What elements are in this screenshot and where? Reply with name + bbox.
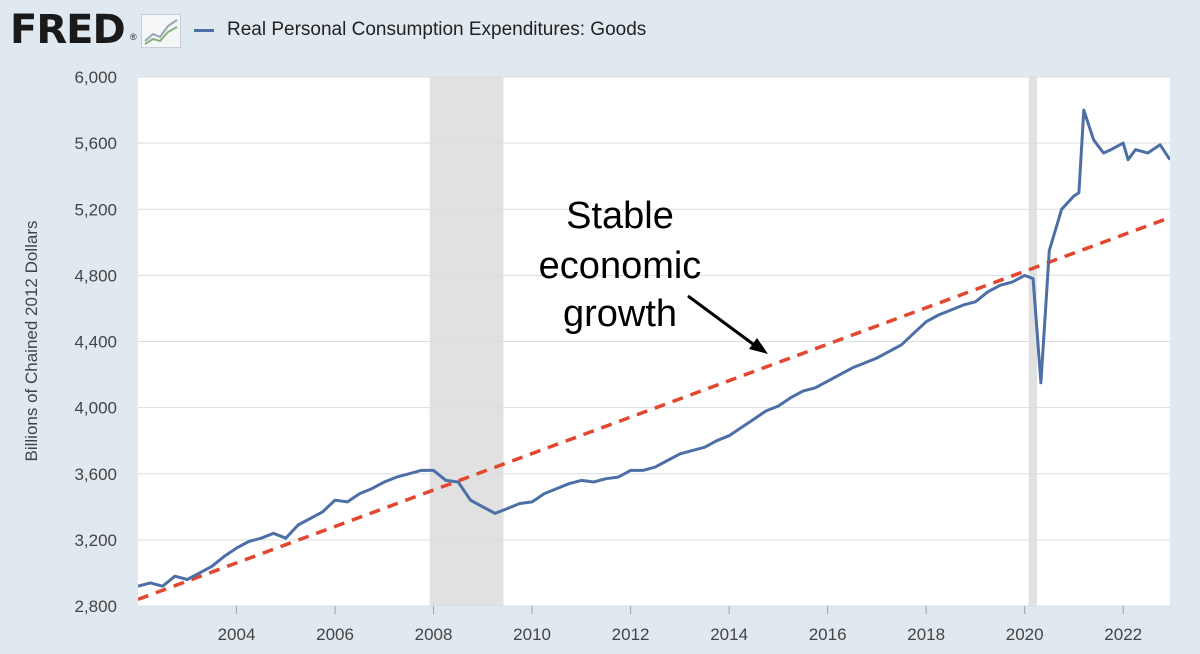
- y-tick-label: 5,600: [74, 134, 117, 153]
- fred-logo[interactable]: FRED: [10, 7, 126, 53]
- y-tick-label: 3,200: [74, 531, 117, 550]
- fred-logo-registered-mark: ®: [130, 32, 137, 42]
- annotation-line: economic: [539, 245, 702, 287]
- legend-label: Real Personal Consumption Expenditures: …: [227, 19, 647, 40]
- chart-header: FRED ® Real Personal Consumption Expendi…: [0, 0, 1200, 62]
- x-axis-ticks: 2004 2006 2008 2010 2012 2014 2016 2018 2020 2022: [218, 606, 1142, 644]
- x-tick-label: 2016: [809, 625, 847, 644]
- x-tick-label: 2014: [710, 625, 748, 644]
- series-group: [138, 108, 1170, 602]
- annotation-arrow-shaft: [687, 294, 758, 349]
- gridlines: [138, 76, 1170, 607]
- x-tick-label: 2020: [1006, 625, 1044, 644]
- y-tick-label: 4,800: [74, 266, 117, 285]
- series-line: [138, 108, 1170, 588]
- x-tick-label: 2018: [907, 625, 945, 644]
- y-tick-label: 4,000: [74, 399, 117, 418]
- legend-swatch: [194, 28, 214, 32]
- x-tick-label: 2012: [612, 625, 650, 644]
- line-chart-icon: [141, 14, 181, 48]
- chart-legend: Real Personal Consumption Expenditures: …: [194, 18, 646, 42]
- y-tick-label: 5,200: [74, 200, 117, 219]
- x-tick-label: 2008: [415, 625, 453, 644]
- trend-line: [138, 215, 1170, 602]
- x-tick-label: 2006: [316, 625, 354, 644]
- annotation: Stable economic growth: [539, 195, 768, 354]
- annotation-arrowhead: [749, 338, 768, 354]
- y-tick-label: 6,000: [74, 68, 117, 87]
- y-tick-label: 3,600: [74, 465, 117, 484]
- annotation-line: growth: [563, 293, 677, 335]
- y-axis-label: Billions of Chained 2012 Dollars: [22, 221, 41, 462]
- y-axis-ticks: 2,800 3,200 3,600 4,000 4,400 4,800 5,200 5,600…: [74, 68, 117, 616]
- y-tick-label: 4,400: [74, 333, 117, 352]
- x-tick-label: 2004: [218, 625, 256, 644]
- y-tick-label: 2,800: [74, 597, 117, 616]
- x-tick-label: 2010: [513, 625, 551, 644]
- x-tick-label: 2022: [1104, 625, 1142, 644]
- annotation-line: Stable: [566, 195, 674, 237]
